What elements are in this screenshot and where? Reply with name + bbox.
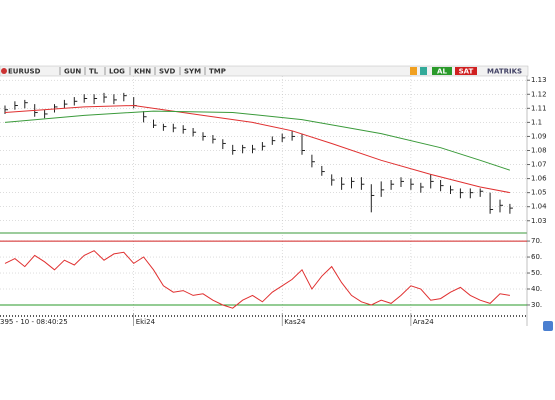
line bbox=[4, 250, 510, 309]
y-tick-label: 1.07 bbox=[531, 161, 547, 169]
icon[interactable] bbox=[410, 67, 417, 75]
y-tick-label: 1.06 bbox=[531, 175, 547, 183]
line bbox=[4, 110, 511, 171]
y-tick-label: 1.08 bbox=[531, 146, 547, 154]
toolbar: EURUSD AL SAT MATRIKS GUN TL LOG KHN SVD SYM T… bbox=[0, 65, 529, 77]
symbol[interactable]: EURUSD bbox=[8, 68, 41, 76]
y-tick-label: 1.13 bbox=[531, 76, 547, 84]
y-tick-label: 40. bbox=[531, 285, 542, 293]
toolbar-button[interactable]: GUN bbox=[64, 68, 81, 76]
y-tick-label: 1.11 bbox=[531, 104, 547, 112]
y-tick-label: 1.1 bbox=[531, 118, 542, 126]
y-tick-label: 30. bbox=[531, 301, 542, 309]
buy[interactable]: AL bbox=[437, 68, 447, 76]
x-tick-label: Eki24 bbox=[136, 318, 156, 326]
line bbox=[4, 104, 510, 194]
toolbar-button[interactable]: LOG bbox=[109, 68, 125, 76]
y-tick-label: 1.12 bbox=[531, 90, 547, 98]
x-tick-label: Ara24 bbox=[413, 318, 434, 326]
y-tick-label: 50. bbox=[531, 269, 542, 277]
y-tick-label: 1.09 bbox=[531, 132, 547, 140]
symbol-icon bbox=[1, 68, 7, 74]
toolbar-button[interactable]: KHN bbox=[134, 68, 151, 76]
status: 395 - 10 - 08:40:25 bbox=[0, 318, 68, 326]
y-tick-label: 1.05 bbox=[531, 189, 547, 197]
app-icon[interactable] bbox=[543, 321, 553, 331]
sell-bg[interactable] bbox=[455, 67, 477, 75]
y-tick-label: 60. bbox=[531, 253, 542, 261]
y-tick-label: 1.04 bbox=[531, 203, 547, 211]
toolbar-button[interactable]: TMP bbox=[209, 68, 226, 76]
toolbar-button[interactable]: SVD bbox=[159, 68, 175, 76]
y-tick-label: 1.03 bbox=[531, 217, 547, 225]
buy-bg[interactable] bbox=[432, 67, 452, 75]
sell[interactable]: SAT bbox=[459, 68, 474, 76]
toolbar-button[interactable]: TL bbox=[89, 68, 99, 76]
icon[interactable] bbox=[420, 67, 427, 75]
toolbar-bg bbox=[0, 65, 529, 77]
brand: MATRIKS bbox=[487, 68, 522, 76]
x-tick-label: Kas24 bbox=[284, 318, 306, 326]
toolbar-button[interactable]: SYM bbox=[184, 68, 201, 76]
y-tick-label: 70. bbox=[531, 237, 542, 245]
